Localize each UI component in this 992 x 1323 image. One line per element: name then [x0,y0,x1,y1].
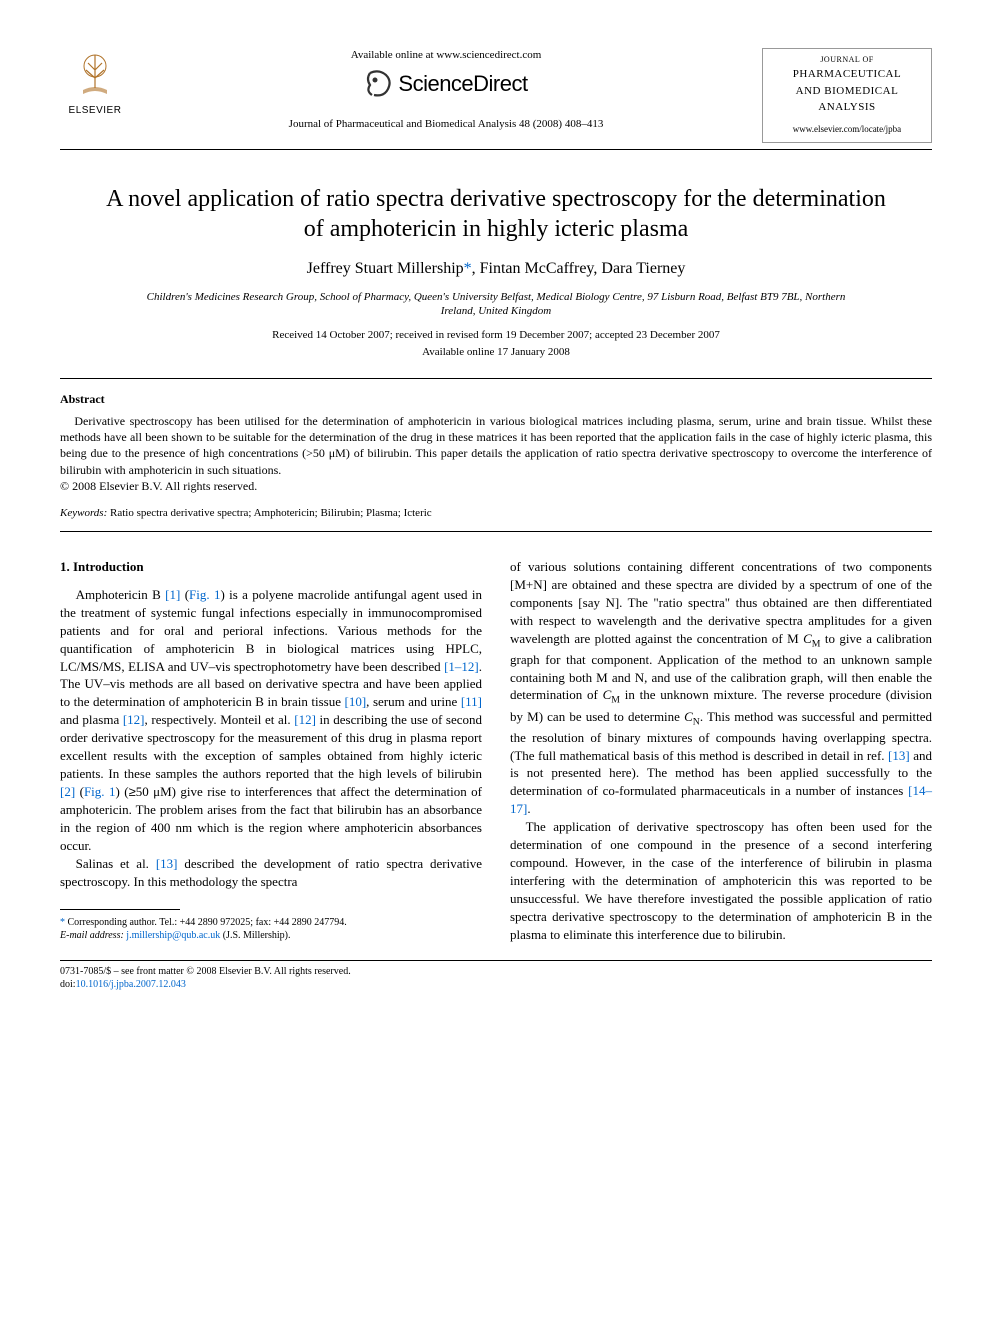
journal-reference: Journal of Pharmaceutical and Biomedical… [150,117,742,132]
journal-line4: ANALYSIS [767,100,927,114]
elsevier-tree-icon [68,48,122,102]
sciencedirect-logo: ScienceDirect [364,69,527,99]
center-header: Available online at www.sciencedirect.co… [130,48,762,132]
author-1: Jeffrey Stuart Millership [307,260,464,277]
ref-link-11[interactable]: [11] [461,694,482,709]
front-matter-line: 0731-7085/$ – see front matter © 2008 El… [60,966,351,977]
fig-link-1[interactable]: Fig. 1 [189,587,220,602]
corresponding-star-icon: * [464,260,472,277]
bottom-rule [60,960,932,961]
journal-site-url: www.elsevier.com/locate/jpba [767,124,927,136]
keywords-text: Ratio spectra derivative spectra; Amphot… [107,507,431,519]
email-link[interactable]: j.millership@qub.ac.uk [124,930,220,941]
var-sub: N [693,716,700,727]
two-column-body: 1. Introduction Amphotericin B [1] (Fig.… [60,558,932,944]
journal-line2: PHARMACEUTICAL [767,67,927,81]
text-run: and plasma [60,712,123,727]
author-sep: , [472,260,480,277]
text-run: ( [75,784,84,799]
footnote-rule [60,909,180,910]
ref-link-12a[interactable]: [12] [123,712,145,727]
text-run: ( [180,587,189,602]
elsevier-logo: ELSEVIER [60,48,130,118]
abstract-body: Derivative spectroscopy has been utilise… [60,413,932,478]
keywords-label: Keywords: [60,507,107,519]
text-run: , respectively. Monteil et al. [145,712,295,727]
ref-link-12b[interactable]: [12] [294,712,316,727]
elsevier-label: ELSEVIER [69,104,122,118]
journal-line1: JOURNAL OF [767,55,927,65]
left-column: 1. Introduction Amphotericin B [1] (Fig.… [60,558,482,944]
ref-link-13[interactable]: [13] [156,856,178,871]
author-2: Fintan McCaffrey [480,260,594,277]
available-online-text: Available online at www.sciencedirect.co… [150,48,742,63]
header-rule [60,149,932,150]
doi-link[interactable]: 10.1016/j.jpba.2007.12.043 [76,979,186,990]
corresponding-footnote: * Corresponding author. Tel.: +44 2890 9… [60,916,482,942]
ge-symbol: ≥ [129,784,136,799]
article-dates: Received 14 October 2007; received in re… [60,328,932,343]
author-3: Dara Tierney [601,260,685,277]
ref-link-2[interactable]: [2] [60,784,75,799]
sciencedirect-icon [364,69,394,99]
footnote-tail: (J.S. Millership). [220,930,290,941]
text-run: ) ( [115,784,128,799]
text-run: , serum and urine [366,694,461,709]
ref-link-1[interactable]: [1] [165,587,180,602]
text-run: . [527,801,530,816]
doi-prefix: doi: [60,979,76,990]
abstract-bottom-rule [60,531,932,532]
doi-block: 0731-7085/$ – see front matter © 2008 El… [60,965,932,991]
right-column: of various solutions containing differen… [510,558,932,944]
intro-para-1: Amphotericin B [1] (Fig. 1) is a polyene… [60,586,482,855]
email-label: E-mail address: [60,930,124,941]
journal-title-box: JOURNAL OF PHARMACEUTICAL AND BIOMEDICAL… [762,48,932,143]
intro-para-3: The application of derivative spectrosco… [510,818,932,944]
available-online-date: Available online 17 January 2008 [60,345,932,360]
keywords: Keywords: Ratio spectra derivative spect… [60,506,932,521]
page-container: ELSEVIER Available online at www.science… [0,0,992,1031]
var-c: C [684,709,693,724]
text-run: Amphotericin B [76,587,166,602]
footnote-line1: Corresponding author. Tel.: +44 2890 972… [65,917,347,928]
section-1-heading: 1. Introduction [60,558,482,576]
copyright-line: © 2008 Elsevier B.V. All rights reserved… [60,478,932,494]
affiliation: Children's Medicines Research Group, Sch… [130,290,862,319]
ref-link-13b[interactable]: [13] [888,748,910,763]
var-sub: M [611,695,620,706]
abstract-top-rule [60,378,932,379]
article-title: A novel application of ratio spectra der… [100,184,892,244]
abstract-heading: Abstract [60,391,932,407]
sciencedirect-text: ScienceDirect [398,69,527,99]
authors: Jeffrey Stuart Millership*, Fintan McCaf… [60,258,932,280]
var-c: C [803,631,812,646]
ref-link-1-12[interactable]: [1–12] [444,659,479,674]
intro-para-2: Salinas et al. [13] described the develo… [60,855,482,891]
fig-link-1b[interactable]: Fig. 1 [84,784,116,799]
journal-line3: AND BIOMEDICAL [767,84,927,98]
intro-para-2-cont: of various solutions containing differen… [510,558,932,818]
var-c: C [603,687,612,702]
text-run: Salinas et al. [76,856,156,871]
header: ELSEVIER Available online at www.science… [60,48,932,143]
ref-link-10[interactable]: [10] [345,694,367,709]
